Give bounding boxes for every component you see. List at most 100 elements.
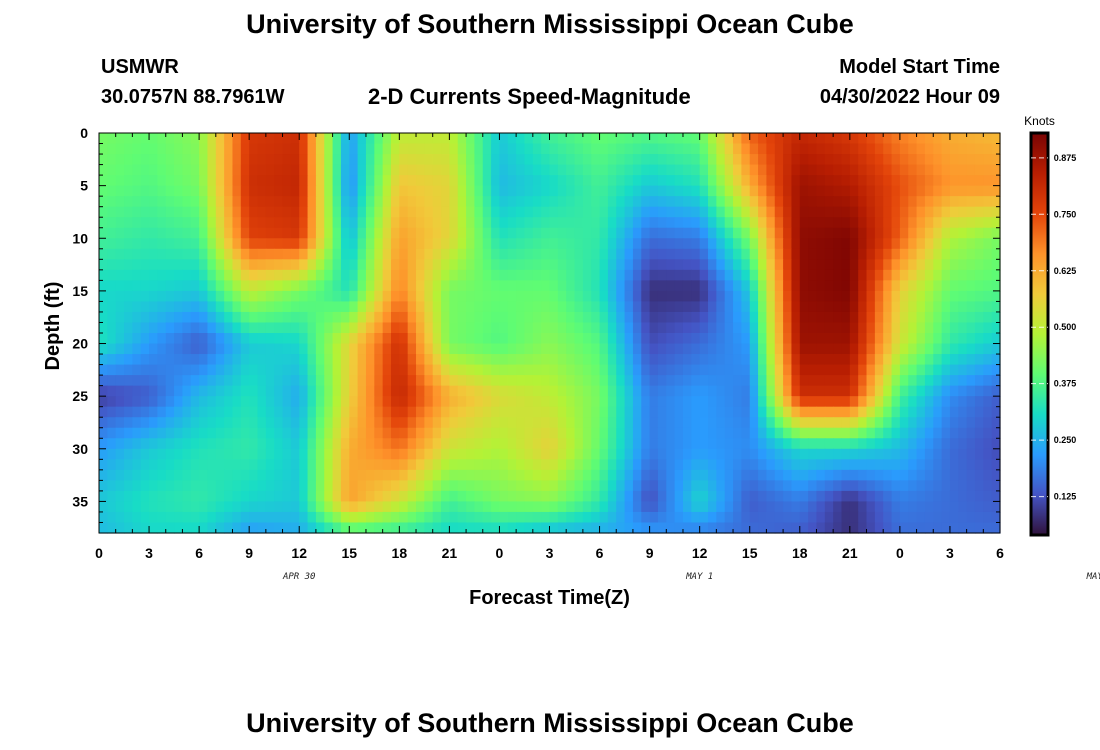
- heatmap-cell: [974, 175, 984, 187]
- heatmap-cell: [432, 364, 442, 376]
- heatmap-cell: [774, 343, 784, 355]
- heatmap-cell: [491, 301, 501, 313]
- heatmap-cell: [966, 501, 976, 513]
- heatmap-cell: [557, 269, 567, 281]
- heatmap-cell: [866, 469, 876, 481]
- heatmap-cell: [557, 364, 567, 376]
- heatmap-cell: [858, 333, 868, 345]
- heatmap-cell: [232, 333, 242, 345]
- heatmap-cell: [224, 259, 234, 271]
- heatmap-cell: [557, 206, 567, 218]
- heatmap-cell: [457, 175, 467, 187]
- heatmap-cell: [574, 259, 584, 271]
- heatmap-cell: [566, 301, 576, 313]
- heatmap-cell: [190, 354, 200, 366]
- heatmap-cell: [774, 354, 784, 366]
- heatmap-cell: [457, 301, 467, 313]
- heatmap-cell: [858, 290, 868, 303]
- heatmap-cell: [599, 385, 609, 397]
- heatmap-cell: [424, 406, 434, 418]
- heatmap-cell: [482, 501, 492, 513]
- heatmap-cell: [541, 196, 551, 208]
- heatmap-cell: [382, 354, 392, 366]
- heatmap-cell: [941, 133, 951, 145]
- heatmap-cell: [140, 301, 150, 313]
- heatmap-cell: [190, 480, 200, 492]
- heatmap-cell: [332, 269, 342, 281]
- heatmap-cell: [107, 333, 117, 345]
- heatmap-cell: [349, 385, 359, 397]
- heatmap-cell: [249, 385, 259, 397]
- heatmap-cell: [416, 206, 425, 218]
- heatmap-cell: [149, 343, 158, 355]
- heatmap-cell: [140, 480, 150, 492]
- heatmap-cell: [574, 154, 584, 166]
- heatmap-cell: [174, 511, 184, 524]
- heatmap-cell: [574, 206, 584, 218]
- heatmap-cell: [324, 196, 334, 208]
- heatmap-cell: [282, 164, 292, 176]
- heatmap-cell: [407, 133, 417, 145]
- heatmap-cell: [232, 522, 242, 534]
- heatmap-cell: [699, 196, 709, 208]
- heatmap-cell: [591, 511, 601, 524]
- heatmap-cell: [482, 269, 492, 281]
- heatmap-cell: [674, 290, 684, 303]
- heatmap-cell: [215, 248, 225, 260]
- heatmap-cell: [207, 375, 217, 387]
- heatmap-cell: [941, 154, 951, 166]
- heatmap-cell: [866, 280, 876, 292]
- heatmap-cell: [799, 185, 809, 197]
- heatmap-cell: [399, 301, 409, 313]
- heatmap-cell: [758, 448, 767, 460]
- heatmap-cell: [699, 396, 709, 408]
- heatmap-cell: [749, 238, 759, 250]
- heatmap-cell: [649, 206, 659, 218]
- heatmap-cell: [808, 290, 818, 303]
- heatmap-cell: [916, 269, 926, 281]
- heatmap-cell: [899, 522, 909, 534]
- heatmap-cell: [791, 280, 801, 292]
- heatmap-cell: [724, 206, 734, 218]
- heatmap-cell: [716, 217, 726, 229]
- heatmap-cell: [649, 427, 659, 439]
- heatmap-cell: [482, 511, 492, 524]
- heatmap-cell: [457, 290, 467, 303]
- heatmap-cell: [416, 333, 425, 345]
- heatmap-cell: [224, 459, 234, 471]
- heatmap-cell: [140, 238, 150, 250]
- heatmap-cell: [107, 396, 117, 408]
- heatmap-cell: [491, 333, 501, 345]
- heatmap-cell: [282, 427, 292, 439]
- heatmap-cell: [491, 343, 501, 355]
- heatmap-cell: [541, 501, 551, 513]
- heatmap-cell: [541, 227, 551, 239]
- heatmap-cell: [933, 343, 943, 355]
- heatmap-cell: [282, 185, 292, 197]
- heatmap-cell: [165, 459, 175, 471]
- heatmap-cell: [582, 154, 592, 166]
- heatmap-cell: [99, 364, 108, 376]
- heatmap-cell: [616, 333, 626, 345]
- heatmap-cell: [974, 490, 984, 503]
- heatmap-cell: [507, 490, 517, 503]
- heatmap-cell: [941, 501, 951, 513]
- heatmap-cell: [374, 280, 384, 292]
- heatmap-cell: [466, 480, 476, 492]
- heatmap-cell: [833, 385, 843, 397]
- heatmap-cell: [466, 406, 476, 418]
- heatmap-cell: [132, 438, 142, 450]
- heatmap-cell: [791, 511, 801, 524]
- heatmap-cell: [858, 227, 868, 239]
- heatmap-cell: [315, 154, 325, 166]
- heatmap-cell: [249, 375, 259, 387]
- heatmap-cell: [315, 280, 325, 292]
- heatmap-cell: [349, 343, 359, 355]
- heatmap-cell: [724, 448, 734, 460]
- heatmap-cell: [916, 280, 926, 292]
- heatmap-cell: [524, 196, 534, 208]
- heatmap-cell: [724, 196, 734, 208]
- heatmap-cell: [958, 185, 968, 197]
- heatmap-cell: [849, 227, 859, 239]
- heatmap-cell: [749, 143, 759, 155]
